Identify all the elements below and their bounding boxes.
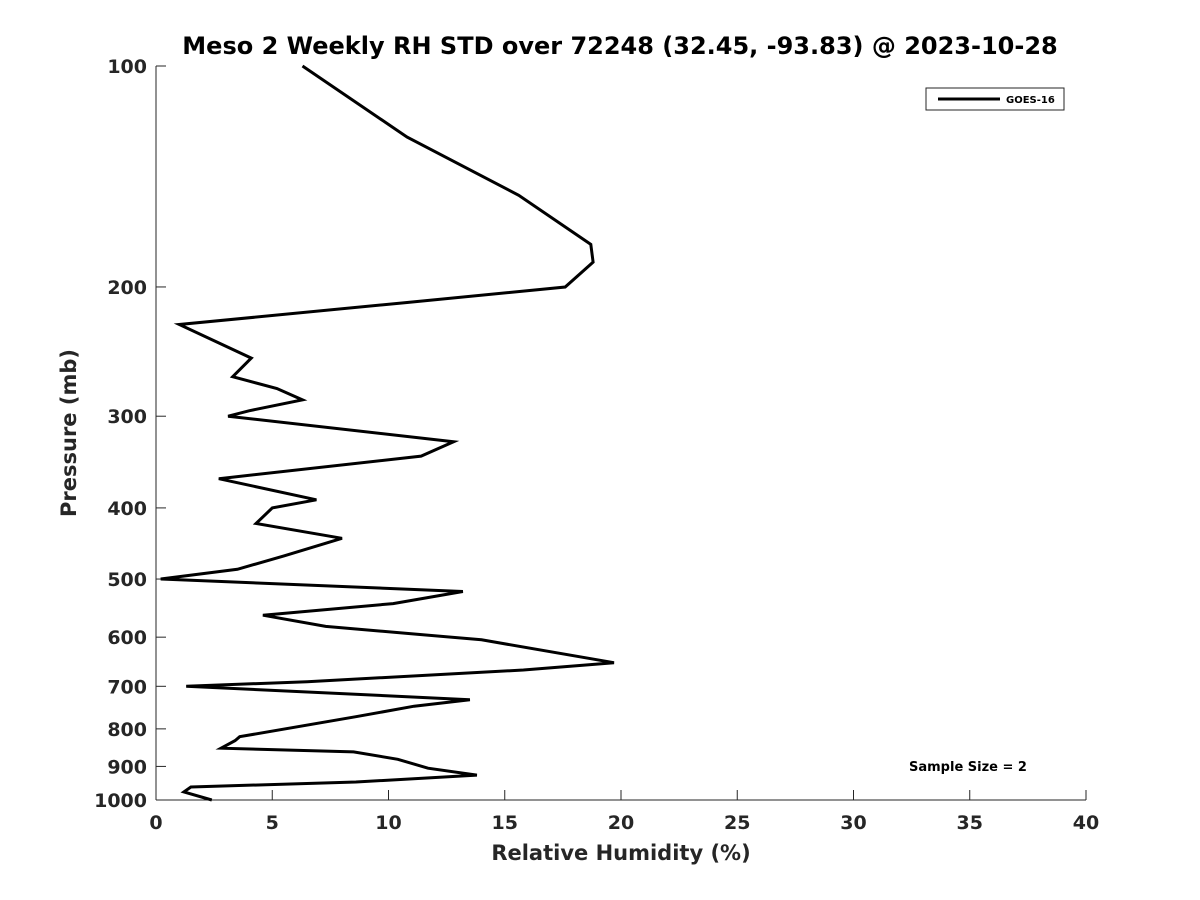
y-tick-label: 800 [107,719,147,741]
chart-title: Meso 2 Weekly RH STD over 72248 (32.45, … [182,32,1057,60]
y-tick-label: 400 [107,498,147,520]
y-tick-label: 1000 [94,790,147,812]
series-group [160,64,615,802]
x-tick-label: 20 [608,812,634,834]
x-tick-label: 25 [724,812,750,834]
y-tick-label: 700 [107,676,147,698]
legend: GOES-16 [925,87,1065,111]
x-tick-label: 35 [957,812,983,834]
legend-label-goes-16: GOES-16 [1006,95,1055,106]
x-tick-label: 5 [266,812,279,834]
y-tick-label: 900 [107,756,147,778]
sample-size-annotation: Sample Size = 2 [909,760,1027,775]
series-line-goes-16 [160,64,615,802]
x-tick-label: 40 [1073,812,1099,834]
y-tick-label: 500 [107,569,147,591]
y-tick-label: 200 [107,277,147,299]
y-ticks-group: 100 200 300 400 500 600 700 800 900 1000 [94,56,166,812]
y-tick-label: 100 [107,56,147,78]
x-tick-label: 10 [375,812,401,834]
axes-group [155,66,1086,801]
y-tick-label: 600 [107,627,147,649]
x-tick-label: 30 [840,812,866,834]
x-tick-label: 0 [149,812,162,834]
x-axis-label: Relative Humidity (%) [491,841,750,865]
y-axis-label: Pressure (mb) [57,349,81,517]
x-tick-label: 15 [492,812,518,834]
x-ticks-group: 0 5 10 15 20 25 30 35 40 [149,790,1099,834]
y-tick-label: 300 [107,406,147,428]
